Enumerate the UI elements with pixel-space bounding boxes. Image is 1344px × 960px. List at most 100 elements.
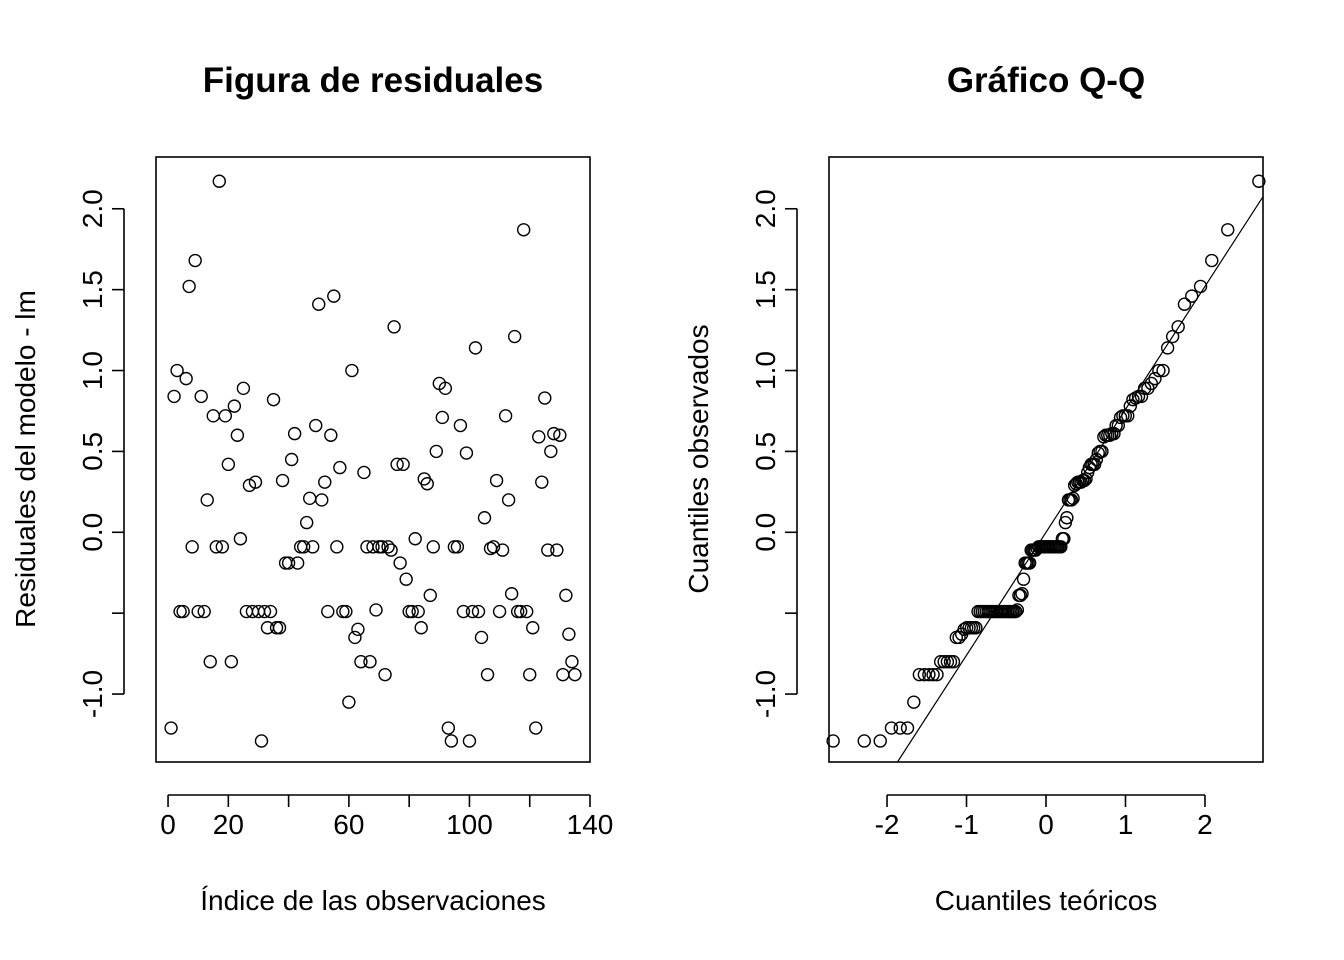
data-point	[444, 734, 459, 748]
data-point	[303, 491, 317, 506]
qq-point	[1057, 532, 1071, 546]
data-point	[287, 426, 302, 441]
data-point	[402, 604, 416, 619]
y-axis: -1.0 0.0 0.5 1.0 1.5 2.0	[77, 189, 125, 718]
data-point	[327, 289, 341, 303]
data-point	[547, 426, 561, 441]
data-point	[299, 515, 314, 530]
data-point	[324, 428, 338, 442]
data-point	[510, 604, 525, 619]
qq-point	[1121, 409, 1135, 423]
data-point	[399, 572, 413, 586]
data-point	[495, 543, 510, 557]
data-point	[345, 363, 359, 378]
data-point	[173, 604, 187, 619]
y-axis: -1.0 0.0 0.5 1.0 1.5 2.0	[750, 189, 798, 718]
data-point	[405, 604, 419, 619]
data-point	[348, 630, 362, 645]
data-point	[456, 604, 471, 619]
qq-point	[1054, 540, 1068, 554]
qq-point	[969, 621, 983, 635]
qq-point	[930, 667, 944, 682]
data-point	[556, 667, 570, 682]
data-point	[411, 604, 425, 619]
data-point	[378, 667, 392, 682]
x-axis: -2 -1 0 1 2	[875, 794, 1213, 840]
data-point	[263, 604, 278, 619]
data-point	[309, 418, 323, 433]
data-point	[447, 540, 462, 554]
qq-point	[933, 655, 948, 669]
data-point	[176, 604, 190, 619]
qq-point	[1015, 587, 1029, 601]
qq-point	[884, 721, 899, 735]
qq-point	[946, 655, 961, 669]
data-point	[215, 540, 230, 554]
data-point	[507, 329, 522, 344]
data-point	[266, 392, 281, 407]
data-point	[450, 540, 465, 554]
data-point	[366, 540, 380, 554]
data-point	[224, 655, 239, 669]
y-axis-label: Cuantiles observados	[683, 324, 714, 593]
data-point	[480, 667, 495, 682]
data-point	[188, 253, 202, 268]
qq-point	[1252, 174, 1266, 188]
data-point	[167, 389, 181, 404]
data-point	[408, 532, 422, 546]
data-point	[306, 540, 320, 554]
qq-point	[937, 655, 951, 669]
data-point	[538, 391, 552, 405]
data-point	[468, 341, 483, 355]
data-point	[535, 475, 549, 489]
x-tick-label: 1	[1118, 809, 1134, 840]
x-tick-label: 0	[160, 809, 176, 840]
qq-point	[1134, 389, 1149, 404]
data-point	[333, 460, 347, 475]
data-point	[194, 389, 208, 404]
y-tick-label: 1.5	[750, 270, 781, 309]
data-point	[236, 381, 251, 396]
qq-point	[1066, 491, 1080, 506]
data-point	[471, 604, 486, 619]
x-tick-label: 100	[446, 809, 493, 840]
x-axis: 0 20 60 100 140	[160, 794, 614, 840]
data-point	[278, 556, 293, 570]
qq-point	[1010, 603, 1025, 617]
data-point	[363, 655, 377, 669]
residuals-panel: Figura de residuales Índice de las obser…	[10, 61, 613, 916]
data-point	[565, 655, 579, 669]
data-point	[429, 444, 443, 459]
data-point	[489, 473, 504, 488]
data-point	[284, 452, 299, 467]
data-point	[342, 695, 356, 709]
qq-point	[857, 734, 871, 748]
qq-point	[907, 695, 921, 709]
qq-point	[1064, 493, 1079, 507]
data-point	[209, 540, 223, 554]
qq-point	[1148, 371, 1162, 386]
qq-point	[1193, 279, 1208, 294]
y-tick-label: -1.0	[750, 670, 781, 718]
x-tick-label: 140	[567, 809, 614, 840]
data-point	[221, 457, 236, 472]
data-point	[396, 457, 410, 472]
data-point	[336, 604, 350, 619]
data-point	[182, 279, 196, 294]
data-point	[203, 655, 217, 669]
x-tick-label: -2	[875, 809, 900, 840]
qq-point	[1177, 297, 1192, 311]
y-tick-label: 0.0	[750, 513, 781, 552]
data-point	[474, 630, 489, 645]
qq-panel: Gráfico Q-Q Cuantiles teóricos Cuantiles…	[683, 61, 1266, 916]
qq-point	[1160, 341, 1175, 355]
data-point	[544, 444, 558, 459]
qq-point	[1077, 473, 1092, 488]
data-point	[423, 588, 437, 603]
qq-point	[893, 721, 907, 735]
data-point	[562, 627, 576, 641]
qq-point	[1171, 320, 1185, 334]
data-point	[233, 532, 248, 546]
qq-point	[1022, 556, 1037, 570]
data-point	[520, 604, 534, 619]
